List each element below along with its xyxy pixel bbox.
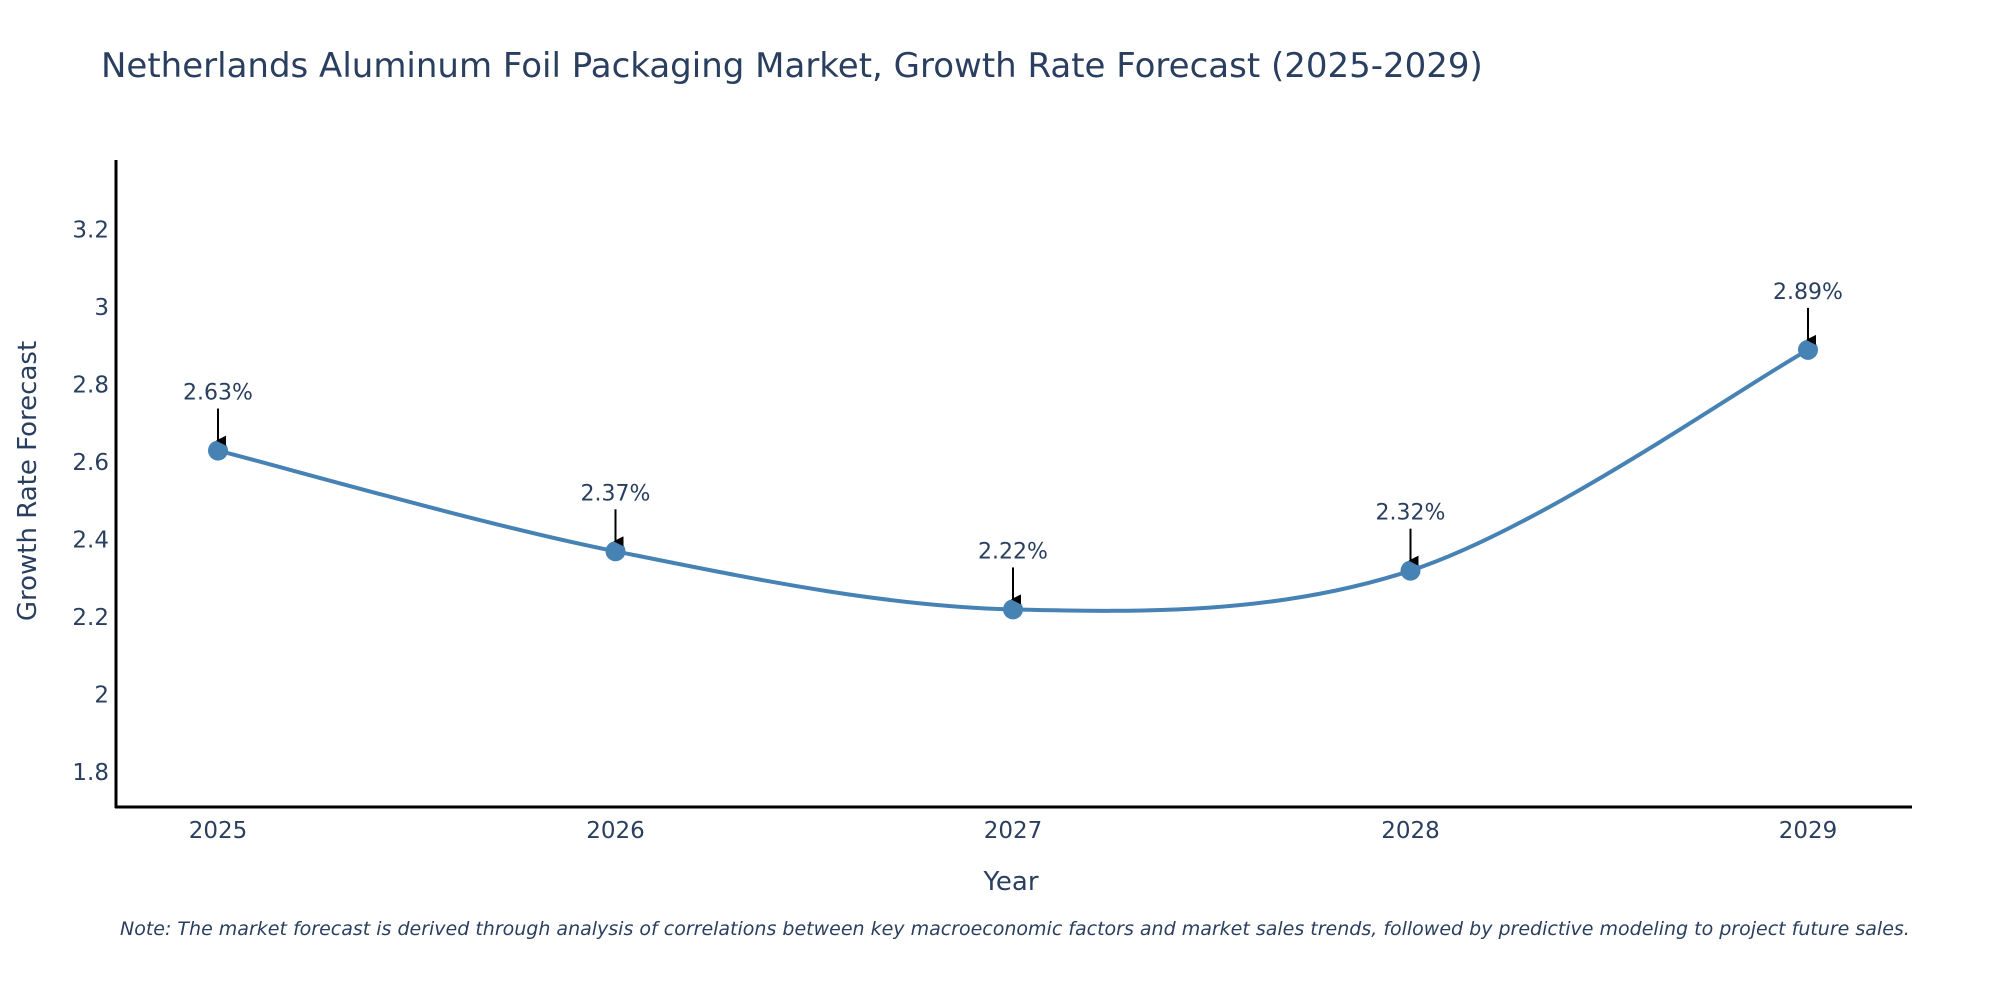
data-point-2029[interactable] [1798, 339, 1818, 360]
y-tick-label: 2.6 [72, 450, 109, 476]
x-tick-label: 2028 [1381, 818, 1440, 844]
y-axis-ticks: 1.8 2 2.2 2.4 2.6 2.8 3 3.2 [72, 218, 109, 786]
data-label-2027: 2.22% [978, 539, 1048, 564]
y-axis-title: Growth Rate Forecast [13, 341, 43, 621]
y-tick-label: 3.2 [72, 218, 109, 244]
y-tick-label: 3 [94, 295, 109, 321]
data-points [208, 339, 1818, 620]
data-point-2026[interactable] [605, 541, 626, 562]
axes [114, 160, 1912, 809]
data-point-2027[interactable] [1003, 599, 1023, 620]
data-labels: 2.63% 2.37% 2.22% 2.32% 2.89% [183, 280, 1843, 605]
data-label-2028: 2.32% [1376, 501, 1446, 526]
data-point-2025[interactable] [208, 440, 228, 461]
data-label-2026: 2.37% [581, 481, 651, 506]
x-tick-label: 2027 [984, 818, 1043, 844]
y-tick-label: 2.8 [72, 373, 109, 399]
x-axis-title: Year [982, 867, 1038, 897]
chart-footnote: Note: The market forecast is derived thr… [120, 918, 1910, 940]
y-tick-label: 2 [94, 683, 109, 709]
chart-title: Netherlands Aluminum Foil Packaging Mark… [101, 46, 1483, 86]
x-tick-label: 2029 [1779, 818, 1838, 844]
data-point-2028[interactable] [1400, 560, 1421, 581]
y-tick-label: 2.2 [72, 605, 109, 631]
x-axis-ticks: 2025 2026 2027 2028 2029 [189, 818, 1838, 844]
y-tick-label: 1.8 [72, 760, 109, 786]
y-tick-label: 2.4 [72, 528, 109, 554]
data-label-2029: 2.89% [1773, 280, 1843, 305]
x-tick-label: 2026 [586, 818, 645, 844]
data-label-2025: 2.63% [183, 381, 253, 406]
x-tick-label: 2025 [189, 818, 248, 844]
